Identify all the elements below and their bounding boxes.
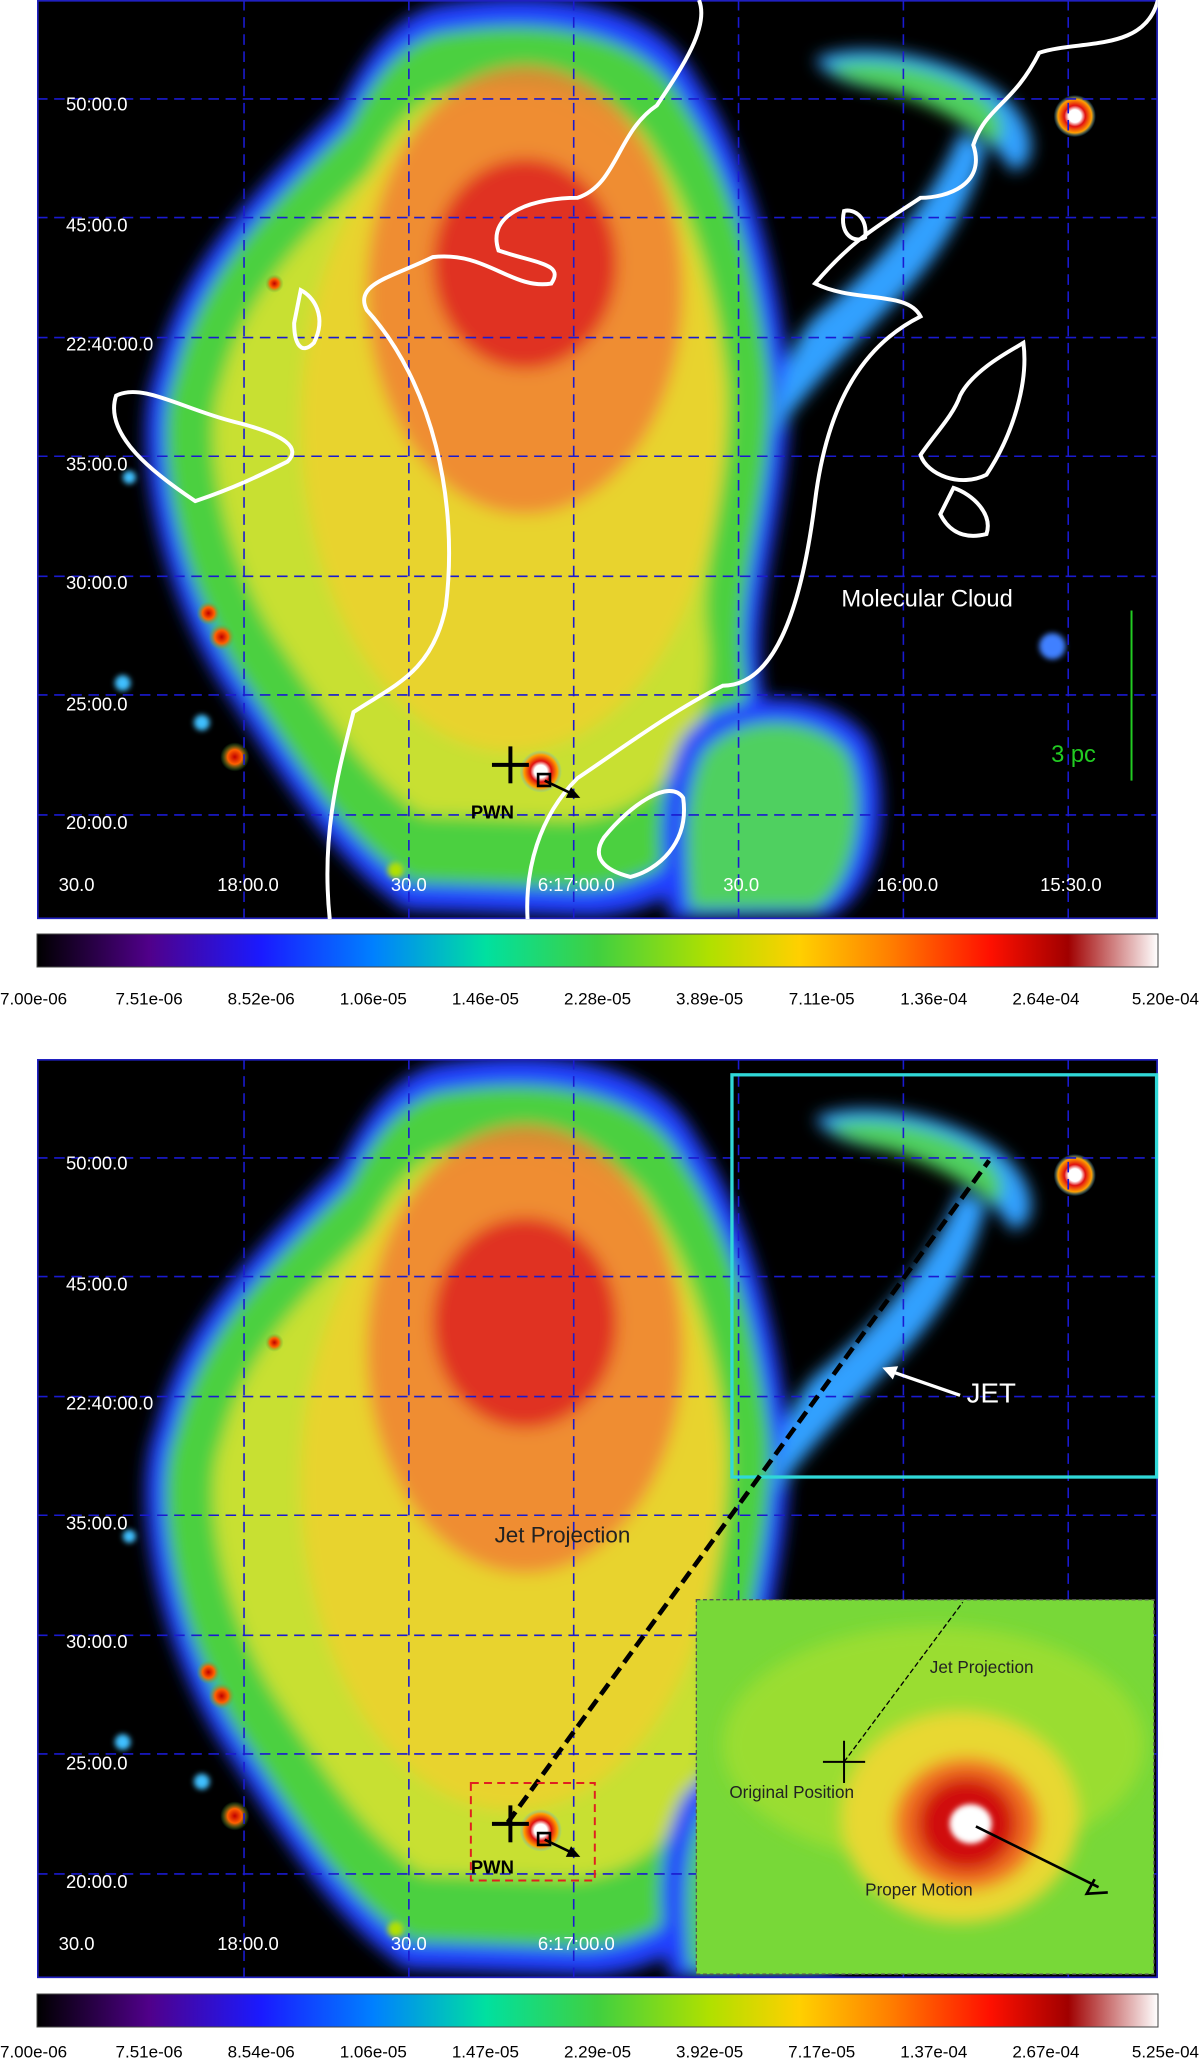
x-axis-label: 18:00.0	[217, 1933, 279, 1954]
pwn-marker	[491, 746, 529, 784]
colorbar-label: 1.36e-04	[900, 989, 967, 1008]
pwn-box	[536, 772, 552, 788]
x-axis-label: 30.0	[59, 874, 95, 895]
colorbar	[36, 1993, 1159, 2028]
colorbar-label: 2.67e-04	[1012, 2042, 1079, 2061]
colorbar-label: 7.17e-05	[788, 2042, 855, 2061]
pwn-box	[536, 1831, 552, 1847]
colorbar-label: 5.25e-04	[1132, 2042, 1199, 2061]
colorbar-label: 1.46e-05	[452, 989, 519, 1008]
inset-annotation: Jet Projection	[930, 1657, 1034, 1677]
y-axis-label: 35:00.0	[66, 1512, 128, 1533]
arrow-head	[565, 1846, 581, 1857]
annotation: Molecular Cloud	[841, 586, 1012, 612]
colorbar-labels: 7.00e-06 7.51e-06 8.52e-06 1.06e-05 1.46e-05…	[0, 989, 1199, 1008]
colorbar-label: 2.29e-05	[564, 2042, 631, 2061]
colorbar-label: 1.47e-05	[452, 2042, 519, 2061]
y-axis-label: 30:00.0	[66, 1631, 128, 1652]
y-axis-label: 45:00.0	[66, 1274, 128, 1295]
colorbar	[36, 933, 1159, 968]
y-axis-label: 22:40:00.0	[66, 1392, 153, 1413]
colorbar-label: 1.37e-04	[900, 2042, 967, 2061]
colorbar-label: 7.00e-06	[0, 2042, 67, 2061]
colorbar-label: 7.11e-05	[789, 989, 855, 1008]
y-axis-label: 25:00.0	[66, 1752, 128, 1773]
colorbar-label: 7.00e-06	[0, 989, 67, 1008]
y-axis-label: 45:00.0	[66, 215, 128, 236]
colorbar-labels: 7.00e-06 7.51e-06 8.54e-06 1.06e-05 1.47e-05…	[0, 2042, 1199, 2061]
y-axis-label: 20:00.0	[66, 1871, 128, 1892]
annotation: JET	[967, 1378, 1016, 1409]
inset-annotation: Proper Motion	[865, 1880, 973, 1900]
y-axis-label: 20:00.0	[66, 812, 128, 833]
jet-arrow	[890, 1369, 961, 1397]
colorbar-label: 8.52e-06	[228, 989, 295, 1008]
x-axis-label: 30.0	[723, 874, 759, 895]
panel-top: 50:00.0 45:00.0 22:40:00.0 35:00.0 30:00.0 25…	[37, 0, 1158, 919]
jet-projection-line	[505, 1159, 991, 1824]
inset: Jet Projection Original Position Proper …	[695, 1599, 1155, 1975]
x-ray-image	[37, 0, 1158, 919]
y-axis-label: 35:00.0	[66, 453, 128, 474]
scale-label: 3 pc	[1051, 742, 1096, 768]
x-axis-label: 30.0	[391, 1933, 427, 1954]
axis-labels: 50:00.0 45:00.0 22:40:00.0 35:00.0 30:00.0 25…	[59, 93, 1102, 895]
colorbar-label: 1.06e-05	[340, 2042, 407, 2061]
y-axis-label: 50:00.0	[66, 1152, 128, 1173]
jet-region	[730, 1073, 1159, 1479]
arrow-head	[565, 787, 581, 798]
panel-bottom: JET Jet Projection PWN 50:00.0 45:00.0 22:…	[37, 1057, 1158, 1978]
x-axis-label: 15:30.0	[1040, 874, 1102, 895]
co-contours	[112, 0, 1158, 920]
colorbar-label: 7.51e-06	[116, 2042, 183, 2061]
inset-annotation: Original Position	[729, 1782, 854, 1802]
colorbar-label: 5.20e-04	[1132, 989, 1199, 1008]
axis-labels: 50:00.0 45:00.0 22:40:00.0 35:00.0 30:00.0 25…	[59, 1152, 615, 1954]
y-axis-label: 30:00.0	[66, 572, 128, 593]
x-axis-label: 18:00.0	[217, 874, 279, 895]
y-axis-label: 50:00.0	[66, 93, 128, 114]
x-axis-label: 16:00.0	[877, 874, 939, 895]
colorbar-label: 2.28e-05	[564, 989, 631, 1008]
colorbar-label: 3.92e-05	[676, 2042, 743, 2061]
x-axis-label: 30.0	[391, 874, 427, 895]
pwn-marker	[491, 1805, 529, 1843]
x-axis-label: 6:17:00.0	[538, 1933, 615, 1954]
annotation: Jet Projection	[495, 1522, 631, 1547]
annotation: PWN	[471, 1857, 514, 1878]
annotation: PWN	[471, 802, 514, 823]
y-axis-label: 25:00.0	[66, 693, 128, 714]
colorbar-label: 1.06e-05	[340, 989, 407, 1008]
colorbar-label: 7.51e-06	[116, 989, 183, 1008]
x-axis-label: 30.0	[59, 1933, 95, 1954]
colorbar-label: 2.64e-04	[1012, 989, 1079, 1008]
arrow-head	[882, 1366, 899, 1380]
zoom-box	[469, 1781, 596, 1882]
x-axis-label: 6:17:00.0	[538, 874, 615, 895]
colorbar-label: 3.89e-05	[676, 989, 743, 1008]
y-axis-label: 22:40:00.0	[66, 333, 153, 354]
colorbar-label: 8.54e-06	[228, 2042, 295, 2061]
